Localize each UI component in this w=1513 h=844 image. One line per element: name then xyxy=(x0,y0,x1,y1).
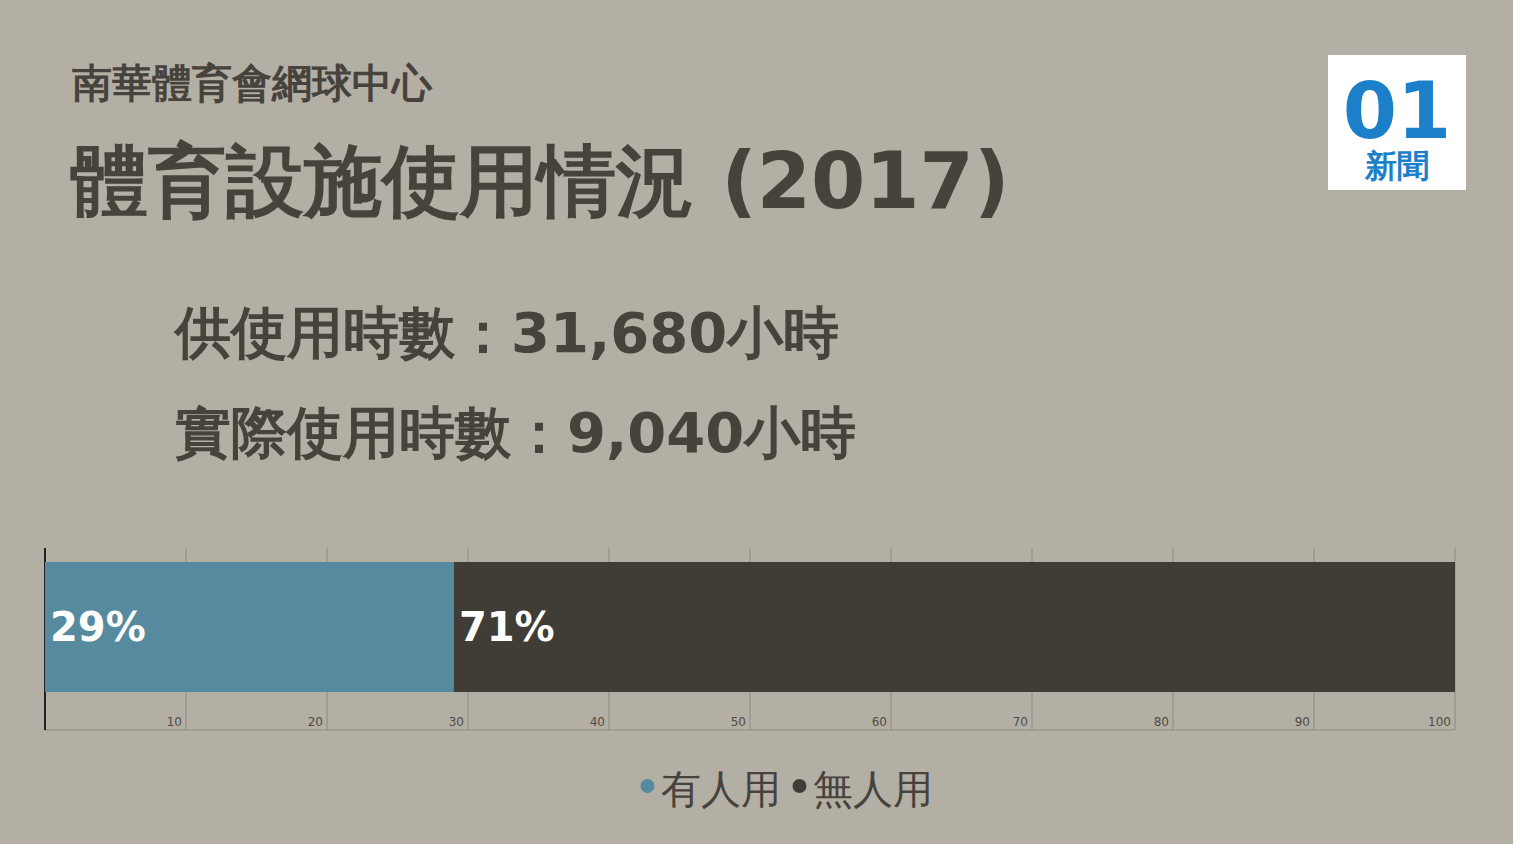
bars xyxy=(45,562,1455,692)
bar-segment xyxy=(45,562,454,692)
tick-label: 60 xyxy=(872,715,887,729)
data-label: 29% xyxy=(50,604,146,650)
legend-item: 有人用 xyxy=(641,766,781,812)
data-label: 71% xyxy=(459,604,555,650)
legend-item: 無人用 xyxy=(793,766,933,812)
legend-label: 無人用 xyxy=(813,766,933,812)
bar-segment xyxy=(454,562,1455,692)
tick-label: 30 xyxy=(449,715,464,729)
tick-label: 70 xyxy=(1013,715,1028,729)
annotation: 實際使用時數：9,040小時 xyxy=(175,400,856,465)
legend-swatch xyxy=(793,779,807,793)
tick-label: 100 xyxy=(1428,715,1451,729)
legend: 有人用無人用 xyxy=(641,766,933,812)
tick-label: 90 xyxy=(1295,715,1310,729)
logo-number: 01 xyxy=(1343,66,1452,156)
title: 體育設施使用情況 (2017) xyxy=(70,136,1010,226)
tick-label: 10 xyxy=(167,715,182,729)
legend-swatch xyxy=(641,779,655,793)
tick-label: 20 xyxy=(308,715,323,729)
x-axis-line xyxy=(45,730,1455,731)
tick-label: 40 xyxy=(590,715,605,729)
logo: 01新聞 xyxy=(1328,55,1466,190)
logo-box xyxy=(1328,55,1466,190)
tick-label: 50 xyxy=(731,715,746,729)
chart: 南華體育會網球中心體育設施使用情況 (2017) 供使用時數：31,680小時實際… xyxy=(0,0,1513,844)
annotation: 供使用時數：31,680小時 xyxy=(173,300,839,365)
logo-text: 新聞 xyxy=(1364,147,1429,185)
tick-label: 80 xyxy=(1154,715,1169,729)
legend-label: 有人用 xyxy=(661,766,781,812)
subtitle: 南華體育會網球中心 xyxy=(72,60,433,106)
background xyxy=(0,0,1513,844)
